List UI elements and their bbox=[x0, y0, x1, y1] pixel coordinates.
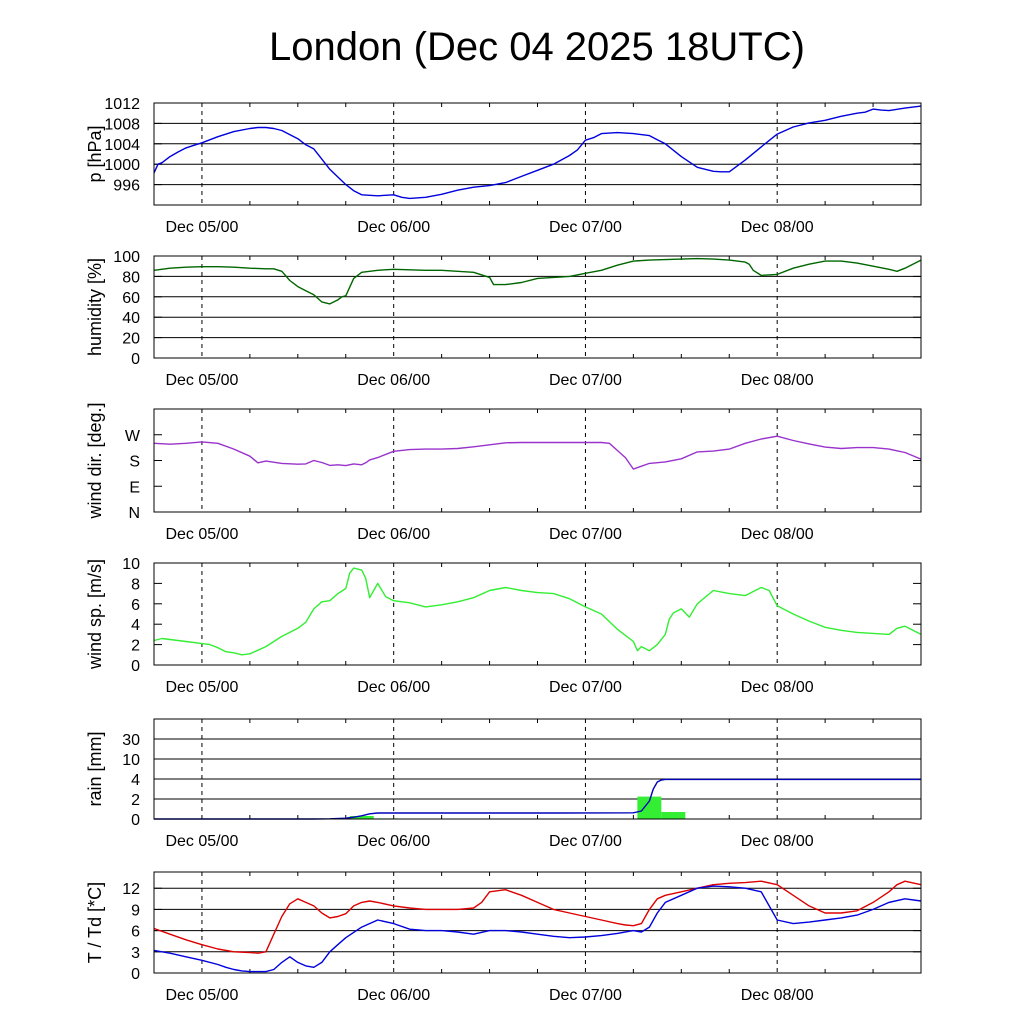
rain-bar-0 bbox=[349, 816, 374, 819]
wind_direction-series-line-0 bbox=[153, 435, 922, 470]
wind_direction-y-axis-label: wind dir. [deg.] bbox=[85, 402, 105, 519]
wind_speed-panel-frame bbox=[153, 562, 922, 666]
humidity-x-tick-label-0: Dec 05/00 bbox=[165, 372, 238, 389]
wind_speed-y-axis-label: wind sp. [m/s] bbox=[85, 559, 105, 670]
rain-x-tick-label-1: Dec 06/00 bbox=[357, 833, 430, 850]
temperature-x-tick-label-3: Dec 08/00 bbox=[741, 987, 814, 1004]
pressure-y-tick-label-1: 1000 bbox=[104, 157, 140, 174]
pressure-x-tick-label-1: Dec 06/00 bbox=[357, 219, 430, 236]
wind_speed-x-tick-label-1: Dec 06/00 bbox=[357, 679, 430, 696]
rain-x-tick-label-2: Dec 07/00 bbox=[549, 833, 622, 850]
humidity-x-tick-label-2: Dec 07/00 bbox=[549, 372, 622, 389]
wind_direction-x-tick-label-0: Dec 05/00 bbox=[165, 526, 238, 543]
humidity-y-tick-label-4: 80 bbox=[122, 269, 140, 286]
wind_speed-series-line-0 bbox=[153, 567, 922, 656]
wind_direction-y-tick-label-3: W bbox=[125, 428, 141, 445]
humidity-series-line-0 bbox=[153, 257, 922, 305]
temperature-series-line-0 bbox=[153, 880, 922, 954]
pressure-panel-frame bbox=[153, 102, 922, 206]
wind_direction-y-tick-label-0: N bbox=[128, 505, 140, 522]
wind_speed-y-tick-label-0: 0 bbox=[131, 658, 140, 675]
pressure-y-tick-label-2: 1004 bbox=[104, 137, 140, 154]
rain-panel-frame bbox=[153, 718, 922, 820]
rain-bar-2 bbox=[637, 796, 662, 819]
humidity-y-tick-label-2: 40 bbox=[122, 310, 140, 327]
wind_direction-x-tick-label-1: Dec 06/00 bbox=[357, 526, 430, 543]
wind_speed-x-tick-label-2: Dec 07/00 bbox=[549, 679, 622, 696]
rain-y-tick-label-2: 4 bbox=[131, 772, 140, 789]
rain-y-tick-label-0: 0 bbox=[131, 812, 140, 829]
humidity-y-tick-label-3: 60 bbox=[122, 290, 140, 307]
temperature-y-tick-label-2: 6 bbox=[131, 924, 140, 941]
rain-y-axis-label: rain [mm] bbox=[85, 731, 105, 806]
temperature-series-line-1 bbox=[153, 885, 922, 973]
temperature-y-tick-label-0: 0 bbox=[131, 966, 140, 983]
humidity-y-tick-label-5: 100 bbox=[113, 249, 140, 266]
wind_speed-y-tick-label-1: 2 bbox=[131, 638, 140, 655]
wind_direction-y-tick-label-1: E bbox=[129, 479, 140, 496]
temperature-x-tick-label-0: Dec 05/00 bbox=[165, 987, 238, 1004]
pressure-y-tick-label-3: 1008 bbox=[104, 116, 140, 133]
wind_speed-y-tick-label-4: 8 bbox=[131, 576, 140, 593]
humidity-panel-frame bbox=[153, 255, 922, 359]
rain-y-tick-label-4: 30 bbox=[122, 732, 140, 749]
rain-x-tick-label-0: Dec 05/00 bbox=[165, 833, 238, 850]
wind_speed-x-tick-label-0: Dec 05/00 bbox=[165, 679, 238, 696]
wind_direction-x-tick-label-3: Dec 08/00 bbox=[741, 526, 814, 543]
pressure-y-tick-label-4: 1012 bbox=[104, 96, 140, 113]
temperature-x-tick-label-2: Dec 07/00 bbox=[549, 987, 622, 1004]
humidity-x-tick-label-1: Dec 06/00 bbox=[357, 372, 430, 389]
temperature-x-tick-label-1: Dec 06/00 bbox=[357, 987, 430, 1004]
rain-series-line-0 bbox=[154, 778, 921, 820]
humidity-y-axis-label: humidity [%] bbox=[85, 258, 105, 356]
pressure-series-line-0 bbox=[153, 105, 922, 200]
temperature-y-tick-label-3: 9 bbox=[131, 902, 140, 919]
pressure-x-tick-label-3: Dec 08/00 bbox=[741, 219, 814, 236]
humidity-x-tick-label-3: Dec 08/00 bbox=[741, 372, 814, 389]
temperature-y-tick-label-1: 3 bbox=[131, 945, 140, 962]
temperature-y-tick-label-4: 12 bbox=[122, 881, 140, 898]
rain-x-tick-label-3: Dec 08/00 bbox=[741, 833, 814, 850]
pressure-y-tick-label-0: 996 bbox=[113, 178, 140, 195]
wind_direction-x-tick-label-2: Dec 07/00 bbox=[549, 526, 622, 543]
wind_speed-y-tick-label-2: 4 bbox=[131, 617, 140, 634]
rain-bar-3 bbox=[661, 812, 686, 819]
rain-y-tick-label-1: 2 bbox=[131, 792, 140, 809]
pressure-x-tick-label-0: Dec 05/00 bbox=[165, 219, 238, 236]
humidity-y-tick-label-1: 20 bbox=[122, 331, 140, 348]
chart-title: London (Dec 04 2025 18UTC) bbox=[269, 25, 805, 69]
wind_direction-y-tick-label-2: S bbox=[129, 454, 140, 471]
temperature-panel-frame bbox=[153, 871, 922, 974]
pressure-x-tick-label-2: Dec 07/00 bbox=[549, 219, 622, 236]
wind_speed-x-tick-label-3: Dec 08/00 bbox=[741, 679, 814, 696]
wind_speed-y-tick-label-3: 6 bbox=[131, 597, 140, 614]
wind_direction-panel-frame bbox=[153, 408, 922, 513]
wind_speed-y-tick-label-5: 10 bbox=[122, 556, 140, 573]
humidity-y-tick-label-0: 0 bbox=[131, 351, 140, 368]
pressure-y-axis-label: p [hPa] bbox=[85, 125, 105, 182]
rain-y-tick-label-3: 10 bbox=[122, 752, 140, 769]
temperature-y-axis-label: T / Td [*C] bbox=[85, 882, 105, 963]
